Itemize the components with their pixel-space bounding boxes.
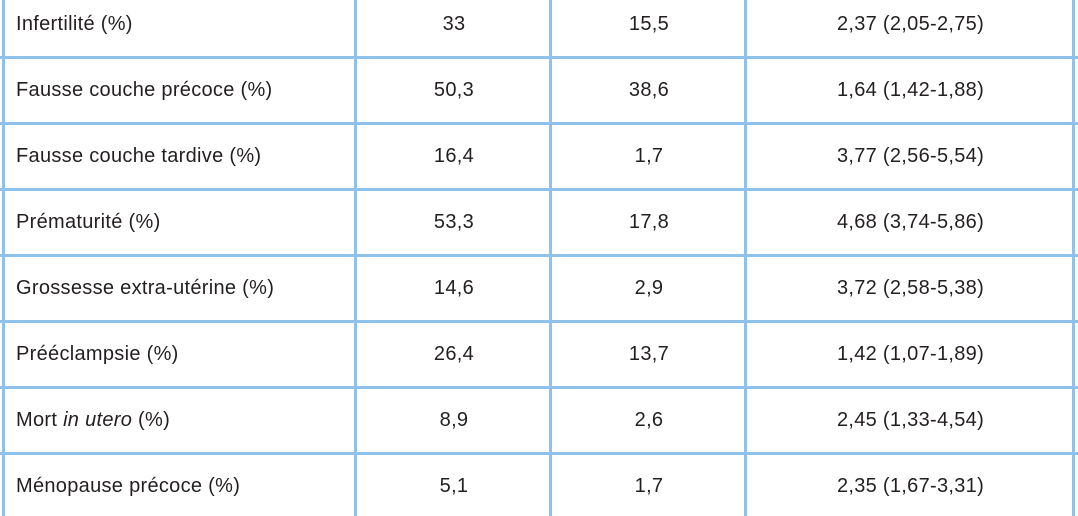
cell-value: 1,7: [634, 144, 664, 167]
row-label: Infertilité (%): [16, 12, 133, 35]
row-label: Fausse couche précoce (%): [16, 78, 273, 101]
row-divider: [0, 386, 1078, 389]
row-label: Grossesse extra-utérine (%): [16, 276, 275, 299]
row-divider: [0, 122, 1078, 125]
text-segment: in utero: [63, 408, 133, 431]
cell-value: 3,77 (2,56-5,54): [836, 144, 985, 167]
cell-value: 8,9: [439, 408, 469, 431]
cell-value: 53,3: [433, 210, 475, 233]
cell-value: 2,35 (1,67-3,31): [836, 474, 985, 497]
row-divider: [0, 188, 1078, 191]
row-divider: [0, 56, 1078, 59]
cell-value: 1,42 (1,07-1,89): [836, 342, 985, 365]
cell-value: 17,8: [628, 210, 670, 233]
cell-value: 26,4: [433, 342, 475, 365]
row-divider: [0, 452, 1078, 455]
row-divider: [0, 320, 1078, 323]
column-divider: [354, 0, 357, 516]
cell-value: 14,6: [433, 276, 475, 299]
cell-value: 16,4: [433, 144, 475, 167]
cell-value: 2,45 (1,33-4,54): [836, 408, 985, 431]
text-segment: (%): [132, 408, 171, 431]
column-divider: [549, 0, 552, 516]
row-label: Fausse couche tardive (%): [16, 144, 262, 167]
cell-value: 33: [442, 12, 466, 35]
column-divider: [2, 0, 5, 516]
cell-value: 50,3: [433, 78, 475, 101]
row-label: Prématurité (%): [16, 210, 161, 233]
cell-value: 3,72 (2,58-5,38): [836, 276, 985, 299]
cell-value: 2,6: [634, 408, 664, 431]
cell-value: 2,37 (2,05-2,75): [836, 12, 985, 35]
cell-value: 5,1: [439, 474, 469, 497]
cell-value: 38,6: [628, 78, 670, 101]
column-divider: [744, 0, 747, 516]
cell-value: 15,5: [628, 12, 670, 35]
row-label: Ménopause précoce (%): [16, 474, 241, 497]
row-label: Prééclampsie (%): [16, 342, 179, 365]
cell-value: 13,7: [628, 342, 670, 365]
cell-value: 1,7: [634, 474, 664, 497]
text-segment: Mort: [16, 408, 64, 431]
cell-value: 4,68 (3,74-5,86): [836, 210, 985, 233]
cell-value: 1,64 (1,42-1,88): [836, 78, 985, 101]
row-divider: [0, 254, 1078, 257]
column-divider: [1072, 0, 1075, 516]
row-label: Mort in utero (%): [6, 387, 355, 453]
cell-value: 2,9: [634, 276, 664, 299]
